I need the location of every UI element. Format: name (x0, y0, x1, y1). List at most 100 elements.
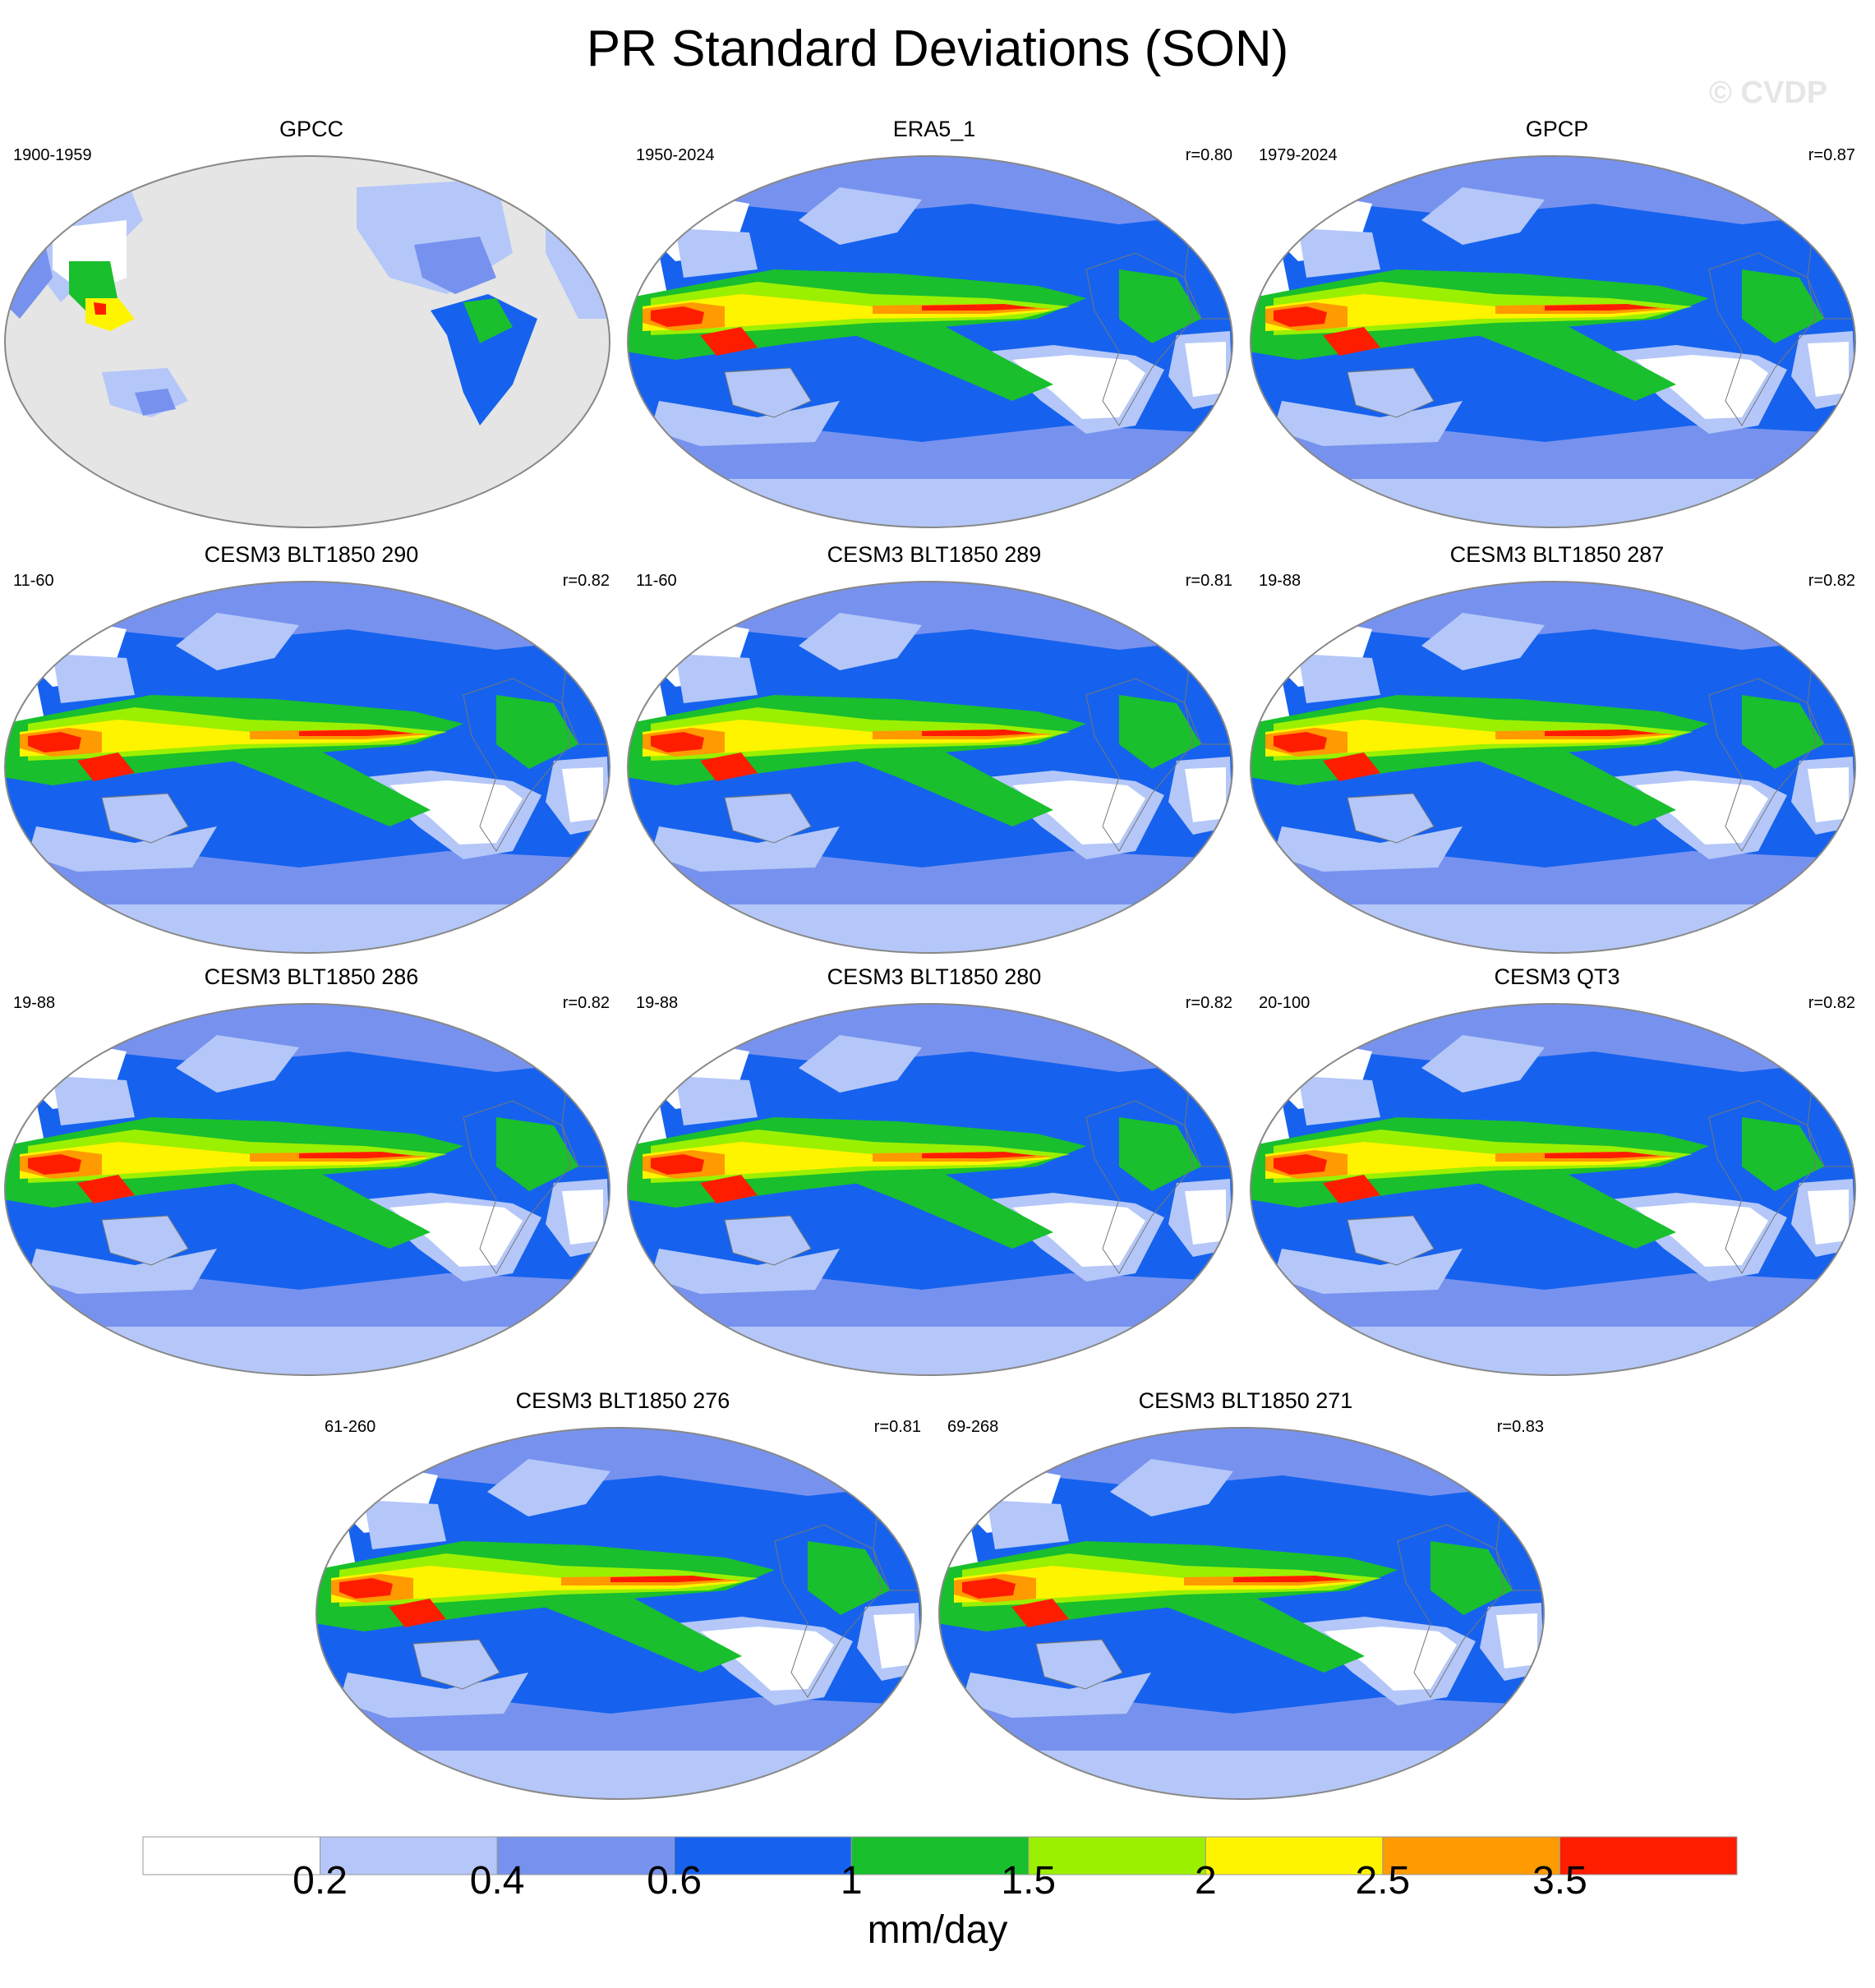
south-america-outline (1085, 252, 1194, 426)
south-atlantic-dry (1808, 1190, 1849, 1245)
map-border (316, 1427, 922, 1800)
indian-ocean-red (651, 1154, 704, 1175)
maritime-red-obs (700, 327, 758, 356)
asia-dry (1298, 654, 1380, 703)
north-pacific-low (487, 1459, 610, 1516)
spcz-green (823, 298, 1053, 401)
map-projection (1250, 155, 1856, 528)
south-atlantic-dry (873, 1613, 914, 1668)
itcz-red (610, 1576, 726, 1582)
map-projection (4, 155, 610, 528)
spcz-green (1135, 1570, 1365, 1673)
tropical-yellow-band (643, 294, 1053, 331)
panel-pattern-correlation: r=0.82 (1808, 994, 1855, 1012)
amazon-green (1742, 1117, 1824, 1191)
south-indian-low (651, 1249, 840, 1294)
south-indian-low (651, 826, 840, 872)
south-america-outline (463, 678, 571, 852)
map-panel: CESM3 BLT1850 289 11-60 r=0.81 (623, 541, 1246, 954)
south-america-outline (774, 1524, 882, 1698)
panel-pattern-correlation: r=0.83 (1496, 1418, 1544, 1436)
figure-title: PR Standard Deviations (SON) (586, 21, 1289, 77)
indian-ocean-red (651, 306, 704, 327)
asia-dry (675, 228, 758, 278)
southeast-pacific-dry-tongue (1012, 1203, 1145, 1267)
south-america-outline (1397, 1524, 1505, 1698)
north-pacific-low (799, 187, 922, 245)
south-atlantic-dry (562, 767, 603, 822)
australia-outline (1347, 793, 1435, 844)
asia-dry (53, 1076, 135, 1125)
north-pacific-low (799, 1035, 922, 1093)
maritime-red-obs (1323, 1175, 1380, 1203)
itcz-red (922, 1152, 1037, 1158)
map-panel: CESM3 BLT1850 286 19-88 r=0.82 (0, 963, 623, 1376)
map-border (4, 1003, 610, 1376)
south-indian-low (1274, 826, 1463, 872)
indian-ocean-red (651, 732, 704, 752)
colorbar-swatch (142, 1836, 321, 1875)
australia-outline (724, 367, 812, 418)
panel-years: 19-88 (13, 994, 56, 1012)
panel-years: 69-268 (947, 1418, 999, 1436)
spcz-green (200, 724, 431, 826)
maritime-red-obs (77, 752, 135, 781)
amazon-green (1119, 695, 1201, 769)
map-border (627, 581, 1233, 954)
panel-title: CESM3 BLT1850 289 (827, 542, 1042, 567)
maritime-red-obs (1323, 327, 1380, 356)
south-atlantic-dry (1496, 1613, 1537, 1668)
panel-title: GPCP (1525, 117, 1589, 141)
tropical-yellow-band (20, 1142, 431, 1179)
south-america-outline (1708, 1100, 1817, 1274)
colorbar-swatch (674, 1836, 852, 1875)
map-border (627, 155, 1233, 528)
map-panel: CESM3 BLT1850 287 19-88 r=0.82 (1246, 541, 1868, 954)
south-america-outline (1085, 678, 1194, 852)
amazon-green (496, 1117, 578, 1191)
panel-title: CESM3 BLT1850 287 (1449, 542, 1665, 567)
panel-pattern-correlation: r=0.82 (1808, 572, 1855, 590)
southeast-pacific-dry-tongue (1635, 780, 1768, 844)
amazon-green (1119, 1117, 1201, 1191)
spcz-green (823, 724, 1053, 826)
southeast-pacific-dry-tongue (1012, 355, 1145, 419)
spcz-green (1446, 298, 1676, 401)
map-border (4, 155, 610, 528)
map-panel: ERA5_1 1950-2024 r=0.80 (623, 115, 1246, 528)
indian-ocean-red (1274, 306, 1327, 327)
panel-years: 20-100 (1259, 994, 1311, 1012)
south-indian-low (339, 1673, 528, 1718)
australia-outline (1035, 1639, 1123, 1690)
panel-pattern-correlation: r=0.82 (562, 572, 610, 590)
precip-field (628, 582, 1232, 953)
panel-years: 1979-2024 (1259, 146, 1338, 164)
panel-pattern-correlation: r=0.80 (1185, 146, 1232, 164)
panel-years: 11-60 (636, 572, 677, 590)
southeast-pacific-dry-tongue (389, 1203, 523, 1267)
amazon-green (1742, 269, 1824, 343)
southeast-pacific-dry-tongue (1635, 355, 1768, 419)
itcz-red (1233, 1576, 1348, 1582)
panel-title: CESM3 BLT1850 290 (204, 542, 419, 567)
asia-dry (364, 1500, 446, 1549)
precip-field (5, 156, 610, 527)
map-projection (938, 1427, 1545, 1800)
panel-title: CESM3 BLT1850 280 (827, 964, 1042, 989)
map-panel: GPCP 1979-2024 r=0.87 (1246, 115, 1868, 528)
itcz-red (299, 729, 414, 736)
southeast-pacific-dry-tongue (1012, 780, 1145, 844)
south-atlantic-dry (562, 1190, 603, 1245)
north-america-east (414, 237, 496, 294)
panel-title: CESM3 QT3 (1494, 964, 1620, 989)
colorbar-swatch (496, 1836, 675, 1875)
southeast-pacific-dry-tongue (701, 1627, 834, 1691)
asia-dry (1298, 228, 1380, 278)
south-atlantic-dry (1185, 767, 1226, 822)
map-projection (1250, 1003, 1856, 1376)
panel-pattern-correlation: r=0.87 (1808, 146, 1855, 164)
map-panel: CESM3 BLT1850 290 11-60 r=0.82 (0, 541, 623, 954)
north-pacific-low (176, 613, 299, 670)
panel-title: GPCC (279, 117, 343, 141)
australia-outline (724, 1215, 812, 1266)
